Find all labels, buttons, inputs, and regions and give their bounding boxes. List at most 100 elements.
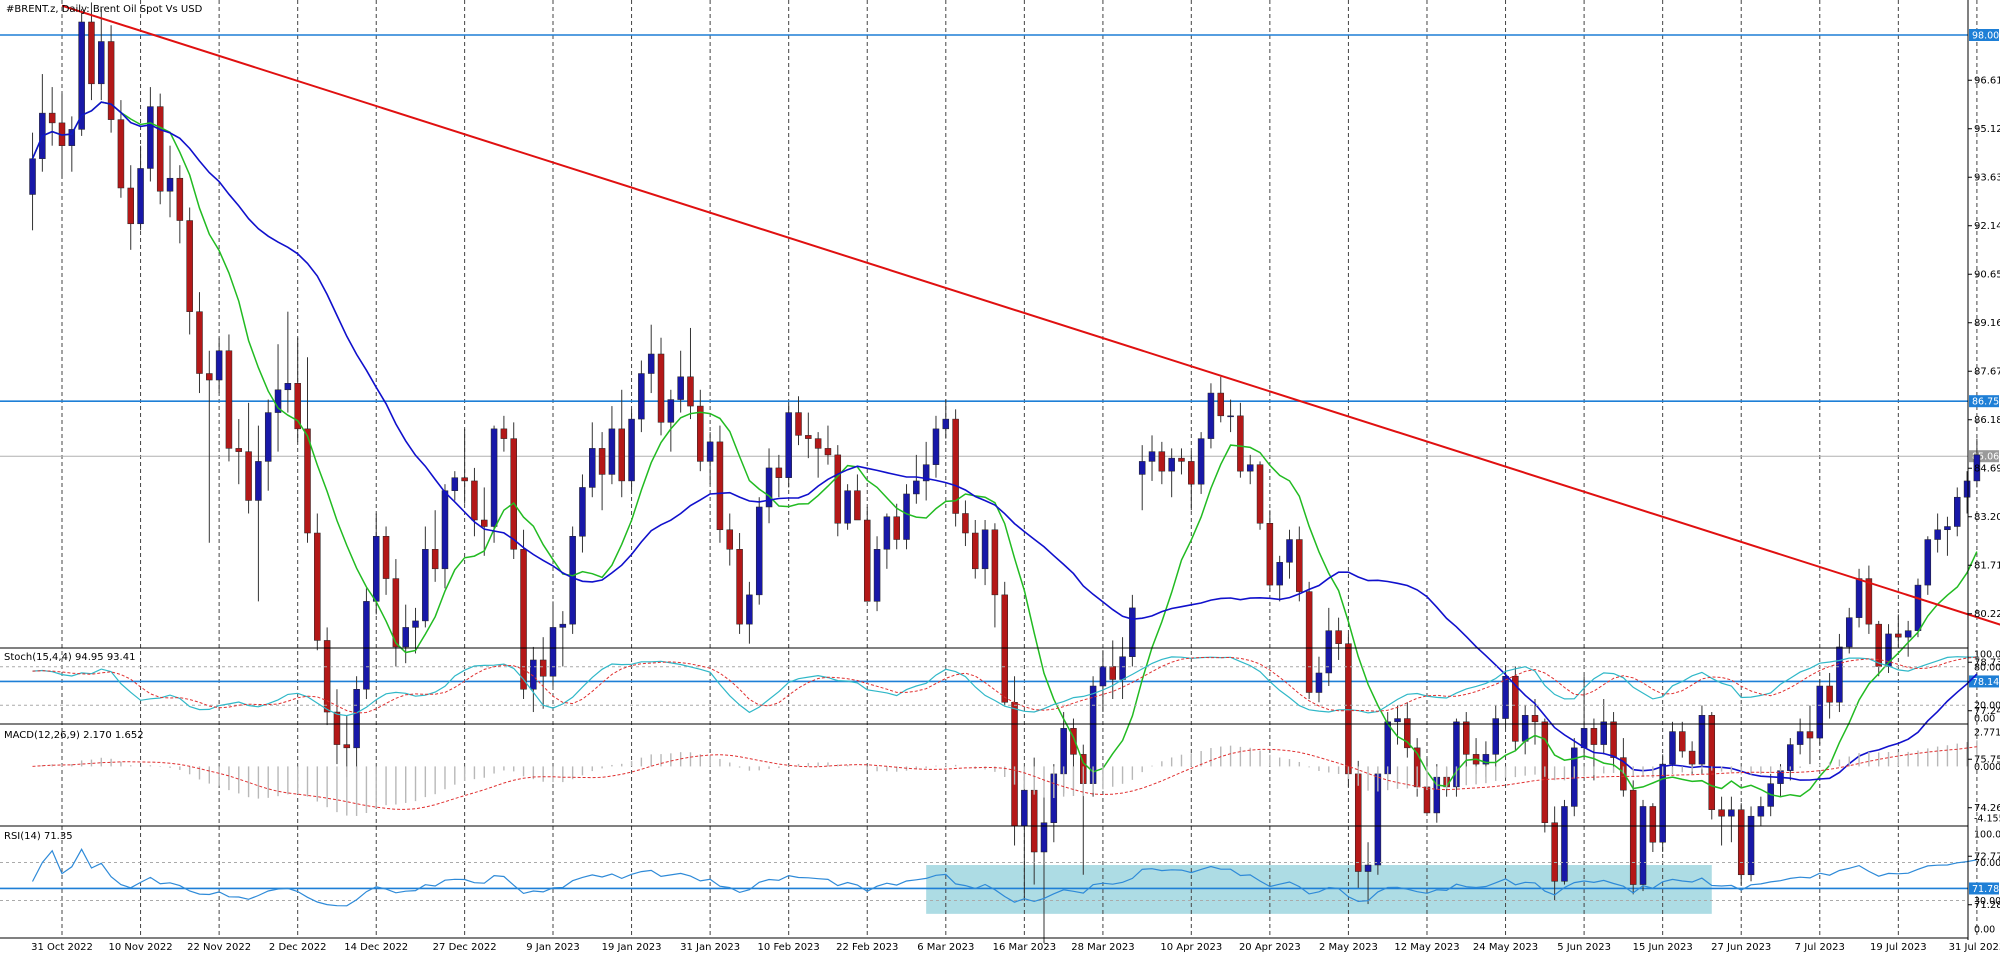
candle[interactable]	[1502, 666, 1509, 729]
candle[interactable]	[746, 581, 753, 644]
candle[interactable]	[1276, 555, 1283, 602]
candle[interactable]	[441, 484, 449, 589]
candle[interactable]	[1463, 712, 1470, 768]
candle[interactable]	[1914, 578, 1922, 638]
candle[interactable]	[461, 428, 468, 504]
candle[interactable]	[1816, 679, 1824, 745]
trendline-layer[interactable]	[61, 4, 2000, 690]
candle[interactable]	[628, 409, 635, 491]
candle[interactable]	[697, 389, 704, 472]
candle[interactable]	[314, 513, 321, 651]
candle[interactable]	[579, 474, 586, 553]
candle[interactable]	[235, 419, 243, 485]
candle[interactable]	[412, 607, 419, 654]
candle[interactable]	[1296, 526, 1303, 602]
candle[interactable]	[255, 425, 262, 602]
candle[interactable]	[137, 145, 144, 231]
candle[interactable]	[1512, 666, 1519, 752]
candle[interactable]	[176, 165, 184, 244]
candle[interactable]	[972, 519, 979, 579]
candle[interactable]	[687, 327, 694, 420]
candle[interactable]	[834, 445, 842, 537]
candle[interactable]	[863, 506, 871, 602]
candle[interactable]	[1325, 607, 1333, 686]
candle[interactable]	[294, 337, 301, 442]
candle[interactable]	[1404, 702, 1411, 758]
candle[interactable]	[1197, 432, 1205, 494]
candle[interactable]	[1747, 806, 1755, 882]
candle[interactable]	[1963, 471, 1971, 514]
candle[interactable]	[1178, 448, 1185, 475]
descending-trendline[interactable]	[61, 4, 2000, 690]
candle[interactable]	[893, 503, 900, 550]
candle[interactable]	[1001, 581, 1008, 706]
candle[interactable]	[932, 415, 940, 478]
candle[interactable]	[98, 8, 105, 101]
candle[interactable]	[481, 487, 488, 556]
candle[interactable]	[1728, 796, 1735, 843]
candle[interactable]	[245, 402, 252, 514]
candle[interactable]	[589, 422, 596, 498]
candle[interactable]	[559, 611, 567, 667]
candle[interactable]	[854, 474, 861, 521]
candle[interactable]	[422, 526, 429, 628]
candle[interactable]	[805, 412, 812, 459]
candle[interactable]	[736, 533, 743, 634]
candle[interactable]	[88, 2, 95, 101]
candle[interactable]	[333, 689, 341, 765]
candle[interactable]	[1787, 738, 1794, 781]
candle[interactable]	[883, 513, 891, 569]
candle[interactable]	[186, 207, 193, 335]
candle[interactable]	[1698, 705, 1706, 774]
candle[interactable]	[304, 357, 311, 543]
candle[interactable]	[785, 402, 792, 488]
candle[interactable]	[873, 536, 881, 612]
candle[interactable]	[1561, 799, 1568, 885]
candle[interactable]	[530, 646, 537, 713]
candle[interactable]	[1757, 796, 1765, 826]
candle[interactable]	[903, 484, 910, 550]
candle[interactable]	[127, 165, 134, 250]
candle[interactable]	[1836, 633, 1843, 713]
candle[interactable]	[1649, 803, 1657, 853]
candle[interactable]	[1246, 454, 1254, 485]
candle[interactable]	[716, 425, 724, 543]
candle[interactable]	[1129, 594, 1136, 667]
candle[interactable]	[1796, 718, 1804, 755]
candle[interactable]	[1845, 607, 1853, 654]
candle[interactable]	[913, 454, 920, 504]
candle[interactable]	[1944, 516, 1951, 556]
candle[interactable]	[824, 425, 832, 465]
candle[interactable]	[775, 454, 783, 498]
candle[interactable]	[1256, 461, 1264, 530]
candle[interactable]	[215, 337, 223, 394]
candle[interactable]	[814, 432, 822, 478]
candle[interactable]	[520, 529, 527, 700]
candle[interactable]	[500, 415, 508, 452]
candle[interactable]	[206, 350, 213, 543]
candle[interactable]	[107, 25, 115, 133]
candle[interactable]	[1806, 705, 1814, 765]
candle[interactable]	[1895, 614, 1902, 647]
macd-pane[interactable]: MACD(12,26,9) 2.170 1.652 2.771 0.000 -4.1…	[4, 728, 2000, 825]
candle[interactable]	[844, 484, 851, 530]
candle[interactable]	[1315, 656, 1323, 703]
candle[interactable]	[942, 399, 950, 439]
candle[interactable]	[1158, 441, 1166, 485]
rsi-pane[interactable]: RSI(14) 71.35 100.00 70.00 30.00 0.00	[0, 830, 2000, 936]
candle[interactable]	[1865, 565, 1873, 634]
candle[interactable]	[1639, 799, 1647, 892]
candle[interactable]	[618, 389, 625, 498]
candle[interactable]	[68, 116, 76, 172]
candle[interactable]	[1954, 487, 1961, 537]
candle[interactable]	[48, 87, 56, 146]
candle[interactable]	[451, 471, 459, 501]
candle[interactable]	[117, 100, 125, 198]
candle[interactable]	[677, 350, 684, 413]
candle[interactable]	[510, 422, 517, 560]
candle[interactable]	[1600, 699, 1607, 755]
candle[interactable]	[1629, 780, 1637, 895]
candle[interactable]	[608, 406, 616, 485]
candle[interactable]	[1207, 383, 1215, 449]
